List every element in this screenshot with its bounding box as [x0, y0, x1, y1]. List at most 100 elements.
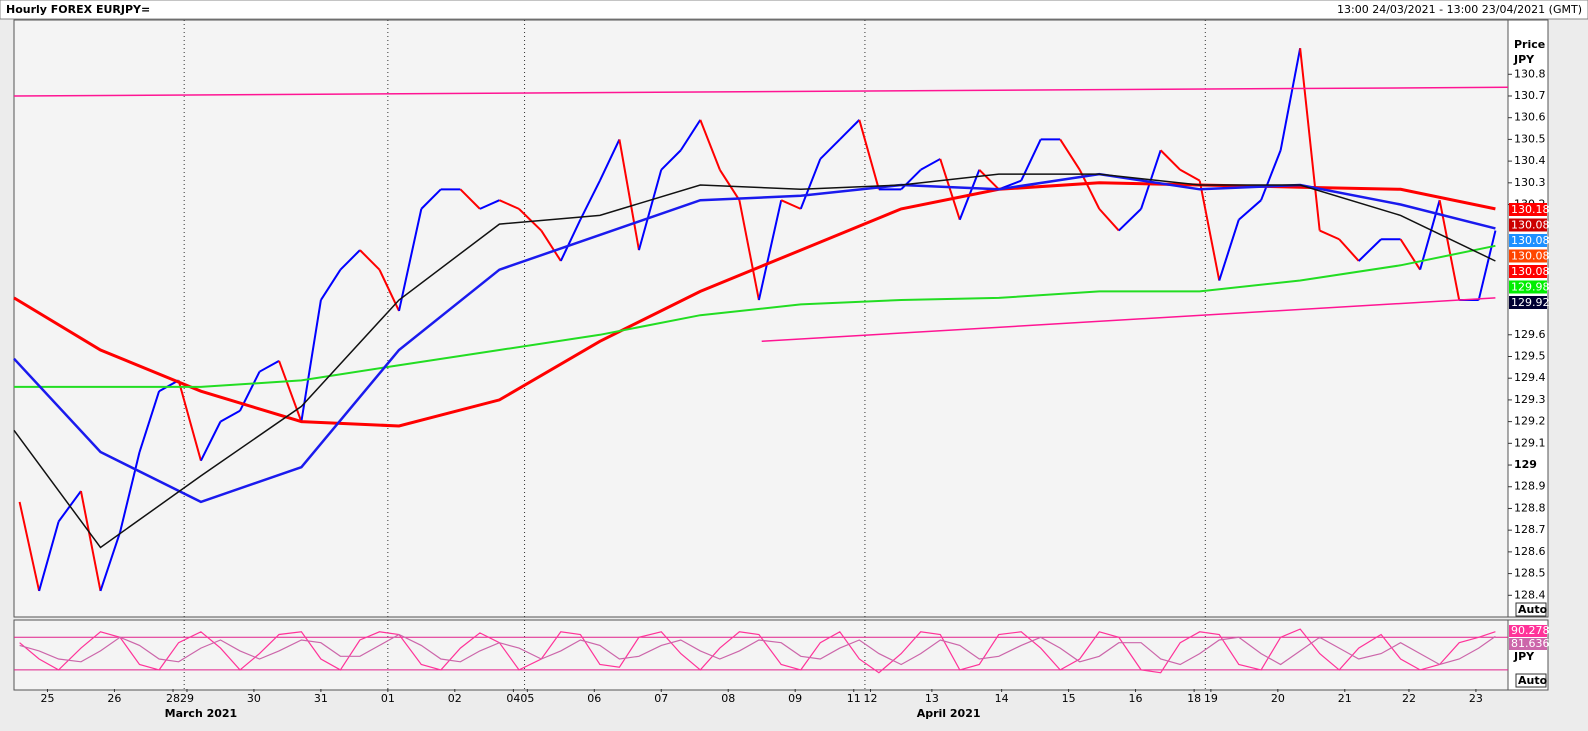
x-tick-label: 21: [1338, 692, 1352, 705]
y-tick-label: 129.4: [1514, 371, 1546, 384]
y-axis-label: Price: [1514, 38, 1545, 51]
y-tick-label: 128.8: [1514, 501, 1546, 514]
price-segment: [598, 138, 621, 182]
price-segment: [1438, 199, 1461, 301]
price-segment: [839, 119, 861, 141]
x-tick-label: 06: [587, 692, 601, 705]
price-segment: [499, 199, 520, 210]
price-segment: [1399, 238, 1421, 271]
price-segment: [38, 521, 60, 592]
price-segment: [1118, 208, 1142, 232]
price-segment: [518, 208, 542, 232]
price-segment: [320, 269, 342, 301]
oscillator-panel: [13, 619, 1509, 691]
price-label-box: [1509, 265, 1547, 278]
price-label-box: [1509, 280, 1547, 294]
x-tick-label: 09: [788, 692, 802, 705]
price-segment: [1358, 238, 1382, 262]
price-segment: [799, 158, 822, 210]
price-segment: [1319, 229, 1340, 241]
month-label: March 2021: [165, 707, 238, 720]
price-segment: [939, 158, 961, 221]
price-segment: [1260, 149, 1282, 201]
y-tick-label: 129.5: [1514, 349, 1546, 362]
y-tick-label: 130.8: [1514, 67, 1546, 80]
x-tick-label: 18: [1187, 692, 1201, 705]
oscillator-label-box: [1509, 625, 1547, 637]
indicator-line: [13, 172, 1496, 504]
price-axis: [1507, 19, 1549, 618]
price-segment: [637, 169, 663, 251]
price-segment: [339, 249, 361, 271]
price-segment: [660, 149, 682, 171]
price-segment: [18, 501, 41, 592]
auto-button[interactable]: [1515, 673, 1547, 688]
x-tick-label: 28: [166, 692, 180, 705]
price-segment: [1299, 48, 1321, 231]
price-segment: [1179, 168, 1201, 182]
price-segment: [920, 158, 941, 171]
x-tick-label: 14: [995, 692, 1009, 705]
y-tick-label: 130.6: [1514, 111, 1546, 124]
price-segment: [1238, 199, 1262, 221]
indicator-line: [13, 173, 1496, 549]
price-label-box: [1509, 234, 1547, 247]
month-label: April 2021: [917, 707, 981, 720]
price-segment: [579, 180, 601, 221]
price-label-box: [1509, 203, 1547, 216]
x-tick-label: 13: [925, 692, 939, 705]
oscillator-scale-label[interactable]: Auto: [1518, 674, 1548, 687]
price-segment: [138, 390, 161, 453]
y-tick-label: 128.4: [1514, 588, 1546, 601]
y-scale-label[interactable]: Auto: [1518, 603, 1548, 616]
price-segment: [359, 249, 381, 271]
price-segment: [278, 360, 303, 422]
x-tick-label: 29: [180, 692, 194, 705]
price-segment: [1098, 208, 1120, 232]
price-segment: [177, 380, 202, 461]
indicator-line: [13, 86, 1509, 97]
price-segment: [1419, 199, 1441, 270]
price-segment: [1218, 219, 1240, 281]
x-tick-label: 08: [721, 692, 735, 705]
price-label: 130.08: [1511, 219, 1550, 232]
price-segment: [259, 359, 280, 373]
y-tick-label: 128.7: [1514, 523, 1546, 536]
price-segment: [1279, 48, 1302, 151]
x-tick-label: 02: [448, 692, 462, 705]
x-tick-label: 26: [107, 692, 121, 705]
price-segment: [219, 409, 241, 423]
x-tick-label: 22: [1402, 692, 1416, 705]
y-tick-label: 129.2: [1514, 415, 1546, 428]
x-tick-label: 11: [847, 692, 861, 705]
price-segment: [1198, 180, 1221, 281]
y-tick-label: 129.1: [1514, 436, 1546, 449]
price-segment: [540, 230, 562, 262]
y-tick-label: 130.5: [1514, 132, 1546, 145]
price-label: 130.08: [1511, 265, 1550, 278]
price-label: 129.92: [1511, 296, 1550, 309]
auto-button[interactable]: [1515, 602, 1547, 617]
x-tick-label: 16: [1129, 692, 1143, 705]
x-tick-label: 19: [1204, 692, 1218, 705]
x-tick-label: 15: [1062, 692, 1076, 705]
y-tick-label: 128.5: [1514, 567, 1546, 580]
x-tick-label: 05: [520, 692, 534, 705]
price-label: 130.08: [1511, 250, 1550, 263]
oscillator-unit: JPY: [1513, 650, 1535, 663]
price-label-box: [1509, 249, 1547, 263]
price-label: 129.98: [1511, 281, 1550, 294]
price-segment: [757, 199, 783, 301]
price-segment: [978, 169, 1000, 191]
oscillator-label: 81.636: [1511, 637, 1550, 650]
x-tick-label: 07: [654, 692, 668, 705]
y-tick-label: 130.4: [1514, 154, 1546, 167]
price-segment: [1338, 238, 1360, 262]
price-segment: [780, 199, 802, 210]
price-segment: [398, 208, 423, 312]
y-tick-label: 129.3: [1514, 393, 1546, 406]
price-segment: [420, 188, 442, 210]
price-label-box: [1509, 296, 1547, 309]
price-segment: [719, 169, 741, 201]
